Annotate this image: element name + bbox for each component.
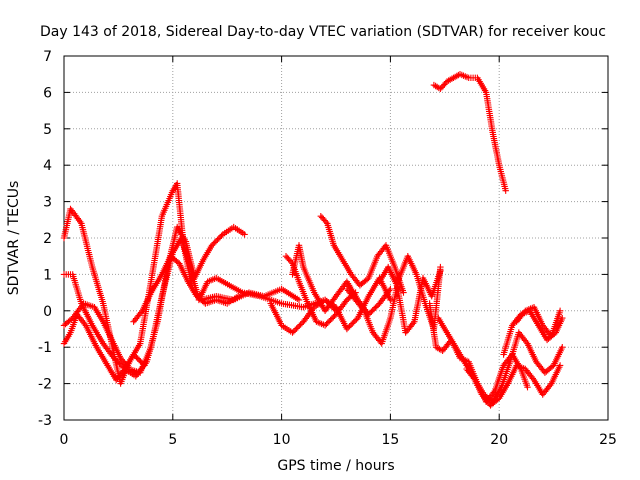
- y-tick-label: 3: [43, 195, 52, 211]
- series-track-14: [463, 329, 566, 405]
- data-series: [60, 71, 566, 409]
- series-track-5: [130, 253, 242, 325]
- y-tick-label: -2: [38, 377, 52, 393]
- series-marker-trail: [317, 213, 407, 296]
- y-tick-label: 7: [43, 49, 52, 65]
- y-tick-label: 2: [43, 231, 52, 247]
- series-marker-trail: [130, 253, 242, 325]
- x-tick-label: 0: [60, 432, 69, 448]
- series-track-16: [513, 304, 564, 340]
- y-axis-ticks: -3 -2 -1 0 1 2 3 4 5 6 7: [38, 49, 608, 429]
- chart-title: Day 143 of 2018, Sidereal Day-to-day VTE…: [40, 24, 606, 40]
- grid-lines: [64, 56, 608, 420]
- series-track-4: [60, 311, 148, 384]
- y-tick-label: 4: [43, 158, 52, 174]
- x-axis-ticks: 0 5 10 15 20 25: [60, 56, 617, 448]
- x-tick-label: 10: [273, 432, 291, 448]
- series-marker-trail: [430, 71, 509, 194]
- series-marker-trail: [60, 311, 148, 384]
- y-tick-label: -1: [38, 340, 52, 356]
- series-marker-trail: [513, 304, 564, 340]
- series-track-17: [430, 71, 509, 194]
- x-tick-label: 15: [381, 432, 399, 448]
- x-axis-label: GPS time / hours: [277, 458, 394, 474]
- series-track-8: [317, 213, 407, 296]
- x-tick-label: 20: [490, 432, 508, 448]
- series-track-11: [376, 263, 444, 336]
- y-tick-label: 5: [43, 122, 52, 138]
- y-tick-label: 1: [43, 267, 52, 283]
- y-tick-label: 0: [43, 304, 52, 320]
- x-tick-label: 25: [599, 432, 617, 448]
- series-marker-trail: [60, 180, 303, 387]
- y-tick-label: 6: [43, 85, 52, 101]
- series-track-1: [60, 180, 303, 387]
- series-marker-trail: [376, 263, 444, 336]
- x-tick-label: 5: [168, 432, 177, 448]
- y-tick-label: -3: [38, 413, 52, 429]
- y-axis-label: SDTVAR / TECUs: [6, 181, 22, 296]
